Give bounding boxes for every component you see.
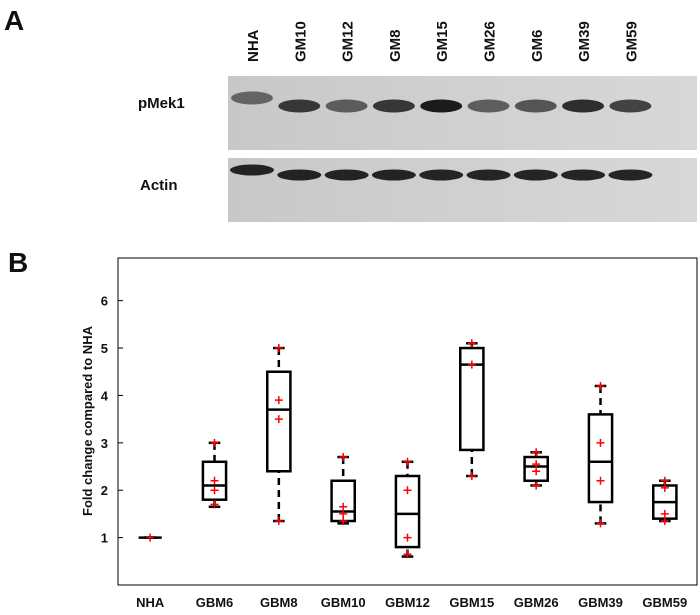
band (231, 91, 273, 105)
box (523, 455, 549, 482)
box (266, 370, 292, 473)
band (561, 169, 606, 181)
y-tick-label: 4 (101, 388, 109, 403)
band (325, 99, 368, 113)
band (324, 169, 369, 181)
data-point (210, 500, 219, 509)
data-point (532, 467, 541, 476)
x-tick-label: GBM6 (196, 595, 234, 610)
data-point (660, 517, 669, 526)
panel-label: B (8, 247, 28, 278)
data-point (274, 517, 283, 526)
data-point (660, 509, 669, 518)
data-point (274, 415, 283, 424)
data-point (403, 457, 412, 466)
data-point (596, 381, 605, 390)
band (562, 99, 605, 113)
data-point (210, 476, 219, 485)
x-tick-label: GBM59 (642, 595, 687, 610)
data-point (596, 438, 605, 447)
lane-label: GM26 (482, 21, 499, 62)
band (277, 169, 322, 181)
box (459, 346, 485, 452)
data-point (660, 483, 669, 492)
band (419, 169, 464, 181)
data-point (403, 486, 412, 495)
data-point (467, 339, 476, 348)
panel-label: A (4, 5, 24, 36)
band (372, 99, 415, 113)
y-tick-label: 2 (101, 483, 108, 498)
row-label: Actin (140, 177, 178, 194)
blot-lanes: NHA GM10 GM12 GM8 GM15 GM26 GM6 GM39 GM59 (230, 21, 653, 181)
box (394, 474, 421, 549)
data-point (532, 481, 541, 490)
band (513, 169, 558, 181)
data-point (467, 472, 476, 480)
data-point (596, 519, 605, 528)
band (371, 169, 416, 181)
blot-membrane (228, 158, 697, 222)
data-point (403, 533, 412, 542)
box (587, 413, 614, 504)
data-point (339, 453, 348, 462)
y-axis-label: Fold change compared to NHA (80, 325, 95, 516)
lane-label: GM8 (387, 29, 404, 62)
data-point (660, 476, 669, 485)
x-tick-label: GBM15 (449, 595, 494, 610)
y-tick-label: 5 (101, 341, 108, 356)
x-tick-label: GBM10 (321, 595, 366, 610)
data-point (339, 509, 348, 518)
data-point (532, 460, 541, 469)
lane-label: NHA (245, 29, 262, 62)
row-label: pMek1 (138, 95, 185, 112)
band (467, 99, 510, 113)
lane-label: GM6 (529, 29, 546, 62)
data-point (339, 517, 348, 526)
lane-label: GM10 (292, 21, 309, 62)
band (230, 164, 274, 176)
lane-label: GM59 (623, 21, 640, 62)
lane-label: GM39 (576, 21, 593, 62)
data-point (339, 502, 348, 511)
box (201, 460, 228, 501)
data-point (467, 360, 476, 369)
x-tick-label: NHA (136, 595, 165, 610)
x-tick-label: GBM12 (385, 595, 430, 610)
y-tick-label: 1 (101, 531, 108, 546)
band (609, 99, 652, 113)
data-point (274, 344, 283, 353)
data-point (596, 476, 605, 485)
plot-frame (117, 257, 698, 586)
data-point (210, 486, 219, 495)
x-tick-label: GBM39 (578, 595, 623, 610)
band (514, 99, 557, 113)
data-point (146, 533, 155, 542)
band (608, 169, 653, 181)
x-tick-label: GBM8 (260, 595, 298, 610)
band (278, 99, 321, 113)
data-point (403, 550, 412, 559)
y-tick-label: 3 (101, 436, 108, 451)
data-point (274, 396, 283, 405)
lane-label: GM15 (434, 21, 451, 62)
lane-label: GM12 (340, 21, 357, 62)
band (466, 169, 511, 181)
data-point (532, 448, 541, 457)
plot: 1 2 3 4 5 6 NHA GBM6 GBM8 GBM10 GBM12 GBM15 GBM26 GBM… (101, 294, 687, 610)
blot-membrane (228, 76, 697, 150)
x-tick-label: GBM26 (514, 595, 559, 610)
y-tick-label: 6 (101, 294, 108, 309)
band (420, 99, 463, 113)
data-point (210, 438, 219, 447)
